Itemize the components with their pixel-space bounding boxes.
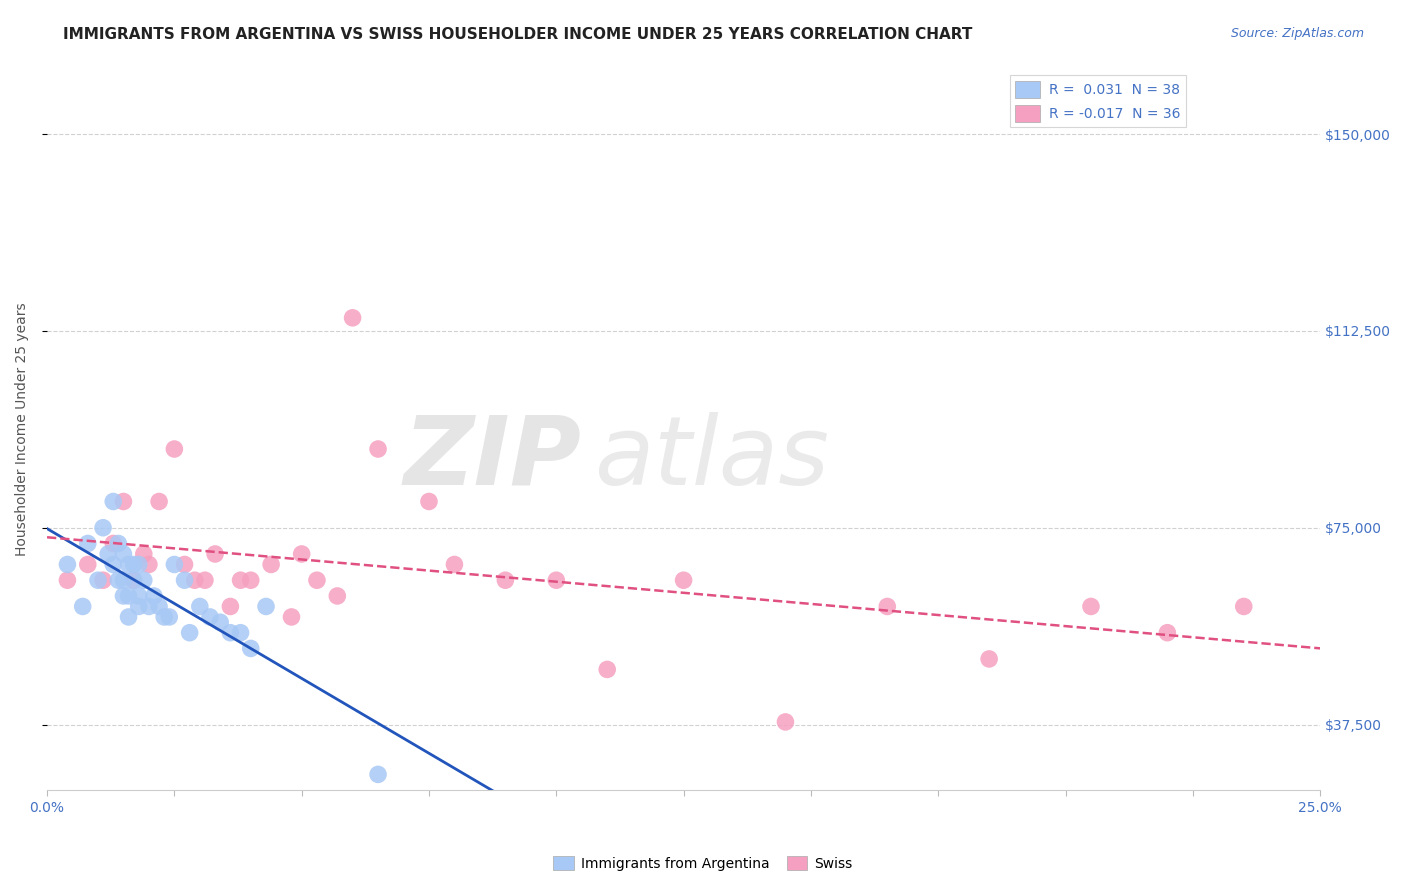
Point: [494, 573, 516, 587]
Point: [138, 599, 160, 614]
Point: [112, 494, 135, 508]
Point: [148, 494, 170, 508]
Point: [342, 310, 364, 325]
Point: [1080, 599, 1102, 614]
Point: [979, 652, 1001, 666]
Point: [194, 573, 217, 587]
Point: [122, 573, 145, 587]
Point: [163, 558, 186, 572]
Point: [128, 599, 150, 614]
Text: atlas: atlas: [595, 412, 830, 505]
Point: [103, 558, 125, 572]
Point: [367, 442, 389, 456]
Point: [672, 573, 695, 587]
Point: [204, 547, 226, 561]
Point: [173, 558, 195, 572]
Point: [443, 558, 465, 572]
Point: [103, 536, 125, 550]
Point: [163, 442, 186, 456]
Point: [72, 599, 94, 614]
Text: IMMIGRANTS FROM ARGENTINA VS SWISS HOUSEHOLDER INCOME UNDER 25 YEARS CORRELATION: IMMIGRANTS FROM ARGENTINA VS SWISS HOUSE…: [63, 27, 973, 42]
Point: [219, 625, 242, 640]
Point: [117, 610, 139, 624]
Point: [76, 536, 98, 550]
Point: [112, 573, 135, 587]
Point: [56, 573, 79, 587]
Point: [209, 615, 232, 630]
Point: [103, 494, 125, 508]
Point: [305, 573, 328, 587]
Point: [107, 536, 129, 550]
Text: ZIP: ZIP: [404, 412, 582, 505]
Point: [1233, 599, 1256, 614]
Point: [122, 573, 145, 587]
Legend: R =  0.031  N = 38, R = -0.017  N = 36: R = 0.031 N = 38, R = -0.017 N = 36: [1010, 76, 1185, 128]
Point: [56, 558, 79, 572]
Point: [91, 573, 114, 587]
Point: [143, 589, 166, 603]
Point: [326, 589, 349, 603]
Point: [260, 558, 283, 572]
Point: [132, 547, 155, 561]
Point: [198, 610, 221, 624]
Point: [132, 573, 155, 587]
Point: [107, 573, 129, 587]
Point: [179, 625, 201, 640]
Point: [117, 558, 139, 572]
Point: [122, 558, 145, 572]
Point: [546, 573, 568, 587]
Point: [138, 558, 160, 572]
Point: [184, 573, 207, 587]
Point: [76, 558, 98, 572]
Point: [157, 610, 180, 624]
Point: [367, 767, 389, 781]
Legend: Immigrants from Argentina, Swiss: Immigrants from Argentina, Swiss: [548, 850, 858, 876]
Point: [128, 558, 150, 572]
Point: [239, 641, 262, 656]
Point: [229, 573, 252, 587]
Point: [418, 494, 440, 508]
Text: Source: ZipAtlas.com: Source: ZipAtlas.com: [1230, 27, 1364, 40]
Point: [229, 625, 252, 640]
Point: [117, 589, 139, 603]
Point: [1156, 625, 1178, 640]
Point: [87, 573, 110, 587]
Point: [876, 599, 898, 614]
Point: [596, 662, 619, 676]
Point: [173, 573, 195, 587]
Point: [112, 547, 135, 561]
Point: [219, 599, 242, 614]
Point: [188, 599, 211, 614]
Point: [97, 547, 120, 561]
Point: [280, 610, 302, 624]
Y-axis label: Householder Income Under 25 years: Householder Income Under 25 years: [15, 302, 30, 556]
Point: [291, 547, 314, 561]
Point: [148, 599, 170, 614]
Point: [239, 573, 262, 587]
Point: [775, 714, 797, 729]
Point: [91, 521, 114, 535]
Point: [153, 610, 176, 624]
Point: [128, 589, 150, 603]
Point: [254, 599, 277, 614]
Point: [112, 589, 135, 603]
